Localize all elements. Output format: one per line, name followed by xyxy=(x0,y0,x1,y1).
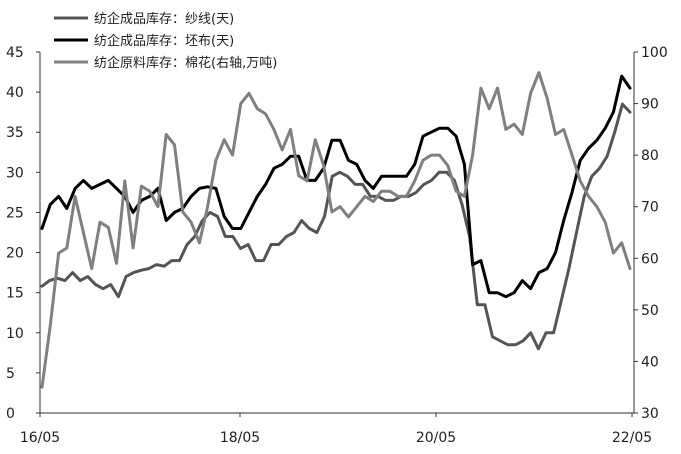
right-tick-label: 30 xyxy=(641,406,659,422)
right-tick-label: 100 xyxy=(641,45,668,61)
right-tick-label: 90 xyxy=(641,97,659,113)
right-tick-label: 80 xyxy=(641,148,659,164)
x-tick-label: 20/05 xyxy=(416,430,456,446)
left-tick-label: 35 xyxy=(6,125,24,141)
left-axis: 0 5 10 15 20 25 30 35 40 45 xyxy=(6,45,41,422)
series-line-3 xyxy=(40,71,632,389)
series-line-1 xyxy=(40,102,632,351)
x-axis-ticks: 16/05 18/05 20/05 22/05 xyxy=(20,413,652,446)
right-tick-label: 50 xyxy=(641,303,659,319)
legend-label-1: 纺企成品库存：纱线(天) xyxy=(94,11,234,27)
left-tick-label: 30 xyxy=(6,165,24,181)
left-tick-label: 5 xyxy=(6,366,15,382)
series-layer xyxy=(40,71,632,389)
left-tick-label: 20 xyxy=(6,246,24,262)
left-axis-ticks: 0 5 10 15 20 25 30 35 40 45 xyxy=(6,45,40,422)
legend-label-2: 纺企成品库存：坯布(天) xyxy=(94,33,234,49)
legend-label-3: 纺企原料库存：棉花(右轴,万吨) xyxy=(94,55,277,71)
left-tick-label: 25 xyxy=(6,205,24,221)
x-tick-label: 22/05 xyxy=(612,430,652,446)
right-tick-label: 60 xyxy=(641,251,659,267)
series-line-2 xyxy=(40,74,632,299)
left-tick-label: 40 xyxy=(6,85,24,101)
left-tick-label: 10 xyxy=(6,326,24,342)
right-tick-label: 40 xyxy=(641,354,659,370)
left-tick-label: 45 xyxy=(6,45,24,61)
left-tick-label: 15 xyxy=(6,286,24,302)
legend: 纺企成品库存：纱线(天) 纺企成品库存：坯布(天) 纺企原料库存：棉花(右轴,万吨) xyxy=(54,11,277,71)
right-tick-label: 70 xyxy=(641,200,659,216)
x-axis: 16/05 18/05 20/05 22/05 xyxy=(20,412,652,446)
right-axis: 30 40 50 60 70 80 90 100 xyxy=(633,45,668,422)
left-tick-label: 0 xyxy=(6,406,15,422)
x-tick-label: 18/05 xyxy=(220,430,260,446)
right-axis-ticks: 30 40 50 60 70 80 90 100 xyxy=(634,45,668,422)
x-tick-label: 16/05 xyxy=(20,430,60,446)
